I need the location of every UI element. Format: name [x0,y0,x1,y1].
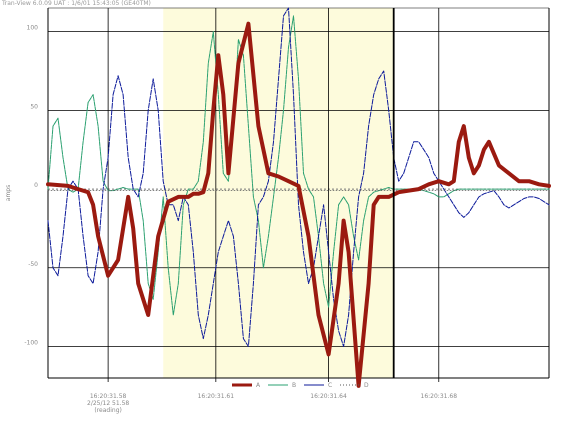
y-tick-label-0: -100 [24,340,38,347]
y-tick-label-1: -50 [28,261,38,268]
tick-layer: -100 -50 0 50 100 16:20:31.582/25/12 51.58(re… [24,25,457,414]
y-tick-label-2: 0 [34,182,38,189]
y-axis-label: amps [5,185,12,201]
y-tick-label-3: 50 [30,103,38,110]
legend-label-c: C [328,382,332,389]
series-line-c [47,7,550,347]
y-tick-label-4: 100 [27,25,39,32]
x-tick-label-1: 16:20:31.61 [198,393,235,400]
window-title: Tran-View 6.0.09 UAT : 1/6/01 15:43:05 (… [2,0,151,7]
legend-label-a: A [256,382,261,389]
x-tick-label-2: 16:20:31.64 [310,393,347,400]
x-tick-sublabel-0: 2/25/12 51.58 [87,400,129,407]
series-line-b [47,15,550,316]
legend-label-d: D [364,382,369,389]
x-tick-label-3: 16:20:31.68 [421,393,458,400]
axis-layer: amps [5,7,550,379]
series-layer [46,7,551,388]
legend-label-b: B [292,382,296,389]
x-tick-sublabel2-0: (reading) [94,407,121,414]
series-line-a [46,21,551,388]
legend-layer: A B C D [232,382,369,389]
x-tick-label-0: 16:20:31.58 [90,393,127,400]
